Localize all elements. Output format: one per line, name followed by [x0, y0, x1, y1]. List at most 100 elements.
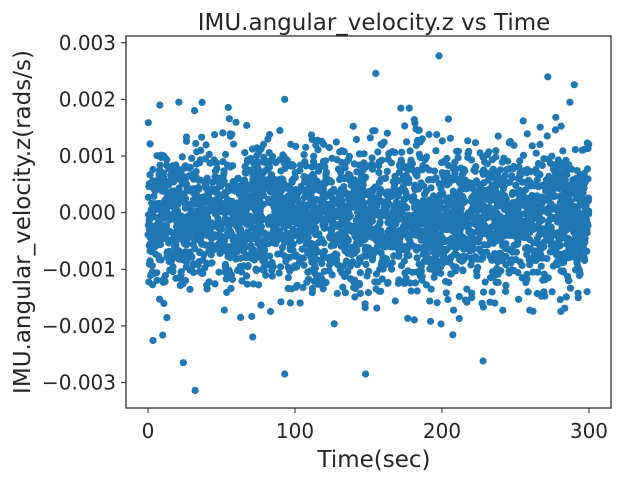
x-axis-label: Time(sec)	[316, 447, 430, 473]
data-point	[551, 192, 559, 200]
data-point	[374, 193, 382, 201]
data-point	[241, 149, 249, 157]
data-point	[237, 313, 245, 321]
data-point	[501, 244, 509, 253]
data-point	[339, 283, 347, 291]
data-point	[425, 166, 433, 174]
data-point	[412, 170, 420, 178]
data-point	[377, 260, 385, 268]
data-point	[325, 261, 334, 269]
data-point	[153, 200, 161, 208]
data-point	[163, 161, 171, 169]
data-point	[446, 134, 454, 142]
data-point	[549, 186, 557, 194]
data-point	[163, 248, 171, 256]
data-point	[463, 216, 471, 224]
data-point	[146, 140, 154, 148]
data-point	[435, 52, 443, 60]
data-point	[516, 202, 524, 210]
data-point	[262, 233, 270, 242]
data-point	[512, 248, 521, 256]
data-point	[432, 147, 440, 155]
data-point	[452, 263, 460, 271]
data-point	[325, 144, 333, 152]
data-point	[153, 276, 161, 284]
data-point	[543, 132, 551, 140]
data-point	[354, 214, 362, 222]
data-point	[544, 230, 552, 238]
data-point	[410, 316, 418, 324]
data-point	[172, 222, 181, 231]
data-point	[340, 148, 348, 156]
data-point	[205, 198, 213, 206]
data-point	[554, 180, 562, 188]
y-tick-label: 0.001	[59, 144, 116, 168]
data-point	[435, 180, 443, 188]
data-point	[269, 239, 277, 247]
data-point	[418, 276, 426, 284]
data-point	[191, 217, 199, 225]
data-point	[564, 213, 572, 221]
data-point	[286, 182, 294, 190]
data-point	[447, 270, 455, 278]
data-point	[491, 250, 499, 258]
data-point	[186, 285, 194, 293]
data-point	[502, 281, 510, 289]
data-point	[242, 214, 250, 222]
data-point	[370, 234, 378, 242]
data-point	[443, 154, 451, 163]
data-point	[389, 178, 397, 186]
data-point	[468, 254, 476, 262]
data-point	[579, 243, 588, 251]
data-point	[530, 239, 538, 247]
data-point	[258, 265, 266, 273]
data-point	[330, 320, 338, 328]
data-point	[487, 223, 495, 231]
data-point	[502, 287, 510, 295]
data-point	[179, 359, 187, 367]
data-point	[220, 306, 228, 314]
x-tick-label: 0	[142, 419, 155, 443]
data-point	[420, 190, 429, 198]
data-point	[425, 196, 433, 204]
data-point	[415, 126, 423, 134]
data-point	[379, 241, 388, 249]
data-point	[539, 243, 548, 251]
data-point	[350, 176, 358, 184]
data-point	[382, 205, 390, 213]
data-point	[416, 153, 424, 161]
data-point	[427, 285, 435, 293]
data-point	[503, 226, 511, 234]
data-point	[454, 147, 462, 155]
data-point	[282, 213, 290, 221]
data-point	[296, 299, 304, 307]
data-point	[183, 221, 191, 229]
data-point	[252, 266, 260, 274]
data-point	[488, 156, 496, 164]
data-point	[317, 235, 325, 243]
data-point	[433, 299, 441, 307]
data-point	[182, 173, 190, 181]
data-point	[426, 317, 435, 325]
data-point	[339, 209, 347, 217]
data-point	[467, 261, 475, 269]
data-point	[184, 212, 192, 220]
data-point	[552, 113, 560, 121]
data-point	[543, 255, 551, 263]
data-point	[286, 299, 294, 307]
data-point	[468, 198, 476, 206]
data-point	[319, 285, 327, 293]
data-point	[155, 170, 163, 178]
data-point	[316, 202, 324, 210]
data-point	[224, 253, 232, 261]
data-point	[330, 241, 338, 249]
data-point	[494, 236, 502, 244]
data-point	[362, 370, 370, 378]
data-point	[375, 162, 383, 170]
data-point	[226, 163, 234, 171]
data-point	[144, 119, 152, 127]
data-point	[448, 174, 456, 182]
data-point	[526, 178, 535, 187]
data-point	[238, 268, 246, 276]
data-point	[180, 164, 188, 172]
